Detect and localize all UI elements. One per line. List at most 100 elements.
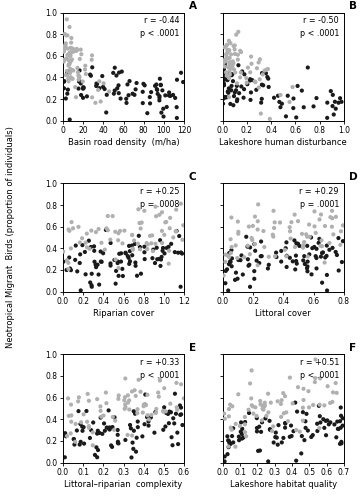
Point [257, 446, 263, 454]
Point [223, 50, 229, 58]
Point [86, 236, 92, 244]
Point [265, 458, 271, 466]
Point [265, 390, 271, 398]
Point [247, 283, 253, 291]
Point [177, 411, 183, 419]
Point [89, 270, 95, 278]
Point [120, 240, 125, 248]
Point [167, 400, 173, 407]
Point [261, 243, 267, 251]
Point [282, 246, 288, 254]
Point [231, 42, 237, 50]
Point [80, 84, 86, 92]
Point [118, 258, 124, 266]
Point [78, 286, 84, 294]
Point [71, 48, 77, 56]
Point [69, 48, 75, 56]
Point [68, 400, 74, 408]
Point [85, 390, 91, 398]
Point [127, 258, 133, 266]
Point [174, 406, 180, 413]
Point [312, 208, 318, 216]
Point [267, 417, 273, 425]
Point [229, 426, 234, 434]
Point [225, 70, 231, 78]
Point [330, 388, 336, 396]
Point [278, 103, 283, 111]
Point [238, 256, 243, 264]
Point [290, 83, 296, 91]
Point [321, 402, 327, 409]
Point [96, 225, 102, 233]
Point [318, 210, 324, 218]
Point [180, 236, 185, 244]
Point [235, 230, 241, 237]
Point [287, 228, 293, 235]
Point [157, 94, 162, 102]
Point [161, 104, 166, 112]
Point [327, 239, 332, 247]
Point [125, 398, 131, 406]
Point [310, 431, 316, 439]
Point [143, 390, 148, 398]
Point [155, 388, 161, 396]
Point [89, 64, 95, 72]
Point [301, 252, 307, 260]
Point [163, 409, 169, 417]
Point [225, 48, 230, 56]
Point [64, 16, 70, 24]
Point [71, 435, 77, 443]
Point [232, 50, 238, 58]
Point [116, 68, 122, 76]
Point [66, 56, 72, 64]
Point [334, 251, 340, 259]
Point [162, 92, 168, 100]
Point [168, 408, 174, 416]
Point [84, 230, 90, 237]
Point [232, 276, 238, 284]
Point [324, 114, 330, 122]
Point [318, 418, 323, 426]
Point [246, 222, 252, 230]
Point [284, 252, 289, 260]
Point [77, 250, 83, 258]
Point [305, 268, 310, 276]
Point [150, 247, 156, 255]
Point [239, 68, 245, 76]
Point [78, 91, 84, 99]
Point [319, 242, 325, 250]
Point [233, 242, 239, 250]
Point [64, 266, 69, 274]
Point [83, 270, 89, 278]
Point [77, 55, 83, 63]
Point [237, 47, 243, 55]
Point [242, 70, 247, 78]
Point [152, 259, 158, 267]
Point [221, 82, 227, 90]
Point [159, 253, 165, 261]
Point [71, 66, 76, 74]
Point [282, 392, 288, 400]
Point [302, 436, 307, 444]
Point [336, 266, 342, 274]
Point [112, 414, 117, 422]
Point [91, 247, 97, 255]
X-axis label: Lakeshore human disturbance: Lakeshore human disturbance [219, 138, 347, 147]
Point [274, 434, 280, 442]
Point [225, 252, 231, 260]
Point [65, 86, 71, 94]
Point [157, 376, 163, 384]
Point [227, 67, 233, 75]
Point [123, 403, 129, 411]
Point [63, 42, 68, 50]
Point [225, 76, 230, 84]
Point [159, 208, 165, 216]
Point [225, 46, 230, 54]
Point [118, 250, 124, 258]
Point [229, 70, 235, 78]
Point [116, 230, 121, 237]
Point [239, 425, 245, 433]
Point [64, 432, 70, 440]
Point [281, 410, 287, 418]
Point [237, 422, 243, 430]
